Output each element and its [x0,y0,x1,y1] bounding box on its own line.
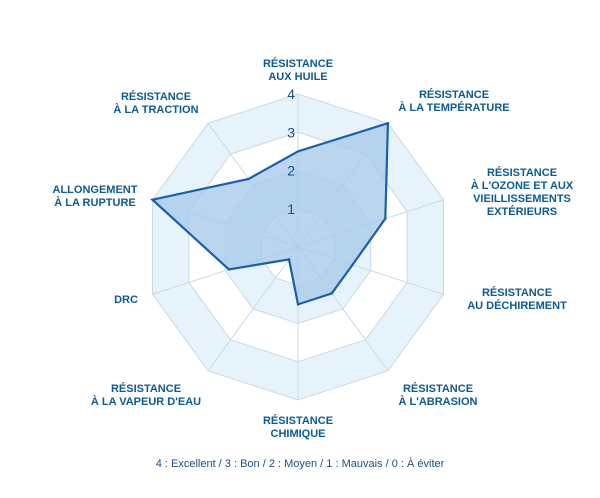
axis-label-line: AUX HUILE [268,71,327,83]
axis-label-line: VIEILLISSEMENTS [473,193,571,205]
axis-label-line: RÉSISTANCE [111,382,181,395]
data-point-9 [247,177,250,181]
axis-label-line: RÉSISTANCE [482,286,552,299]
data-point-3 [351,263,354,266]
scale-note: 4 : Excellent / 3 : Bon / 2 : Moyen / 1 … [155,458,445,470]
axis-label-0: RÉSISTANCE AUX HUILE [263,57,333,83]
tick-label-2: 2 [287,163,295,179]
axis-label-line: À L'OZONE ET AUX [471,179,574,192]
axis-label-line: À LA TRACTION [113,103,198,116]
data-point-5 [296,303,300,306]
axis-label-line: À LA TEMPÉRATURE [398,101,509,114]
data-point-6 [287,258,291,261]
axis-label-line: RÉSISTANCE [263,414,333,427]
axis-label-line: CHIMIQUE [271,428,326,440]
data-point-8 [151,198,154,201]
axis-label-line: RÉSISTANCE [263,57,333,70]
spoke-6 [207,246,299,372]
axis-label-line: EXTÉRIEURS [487,205,557,218]
axis-label-6: RÉSISTANCE À LA VAPEUR D'EAU [91,382,201,408]
data-point-1 [386,122,390,125]
axis-label-line: RÉSISTANCE [403,382,473,395]
axis-label-8: ALLONGEMENT À LA RUPTURE [53,184,138,209]
axis-label-7: DRC [114,294,138,306]
axis-label-5: RÉSISTANCE CHIMIQUE [263,414,333,440]
axis-label-line: ALLONGEMENT [53,184,138,196]
tick-label-1: 1 [287,201,295,217]
axis-label-1: RÉSISTANCE À LA TEMPÉRATURE [398,88,509,114]
axis-label-line: À L'ABRASION [398,395,477,408]
axis-label-3: RÉSISTANCE AU DÉCHIREMENT [467,286,567,312]
axis-label-line: À LA VAPEUR D'EAU [91,395,201,408]
axis-label-2: RÉSISTANCE À L'OZONE ET AUX VIEILLISSEMENT… [471,166,574,218]
axis-label-4: RÉSISTANCE À L'ABRASION [398,382,477,408]
data-point-4 [330,292,333,295]
axis-label-line: RÉSISTANCE [419,88,489,101]
data-point-7 [227,268,231,271]
axis-label-line: AU DÉCHIREMENT [467,299,567,312]
data-point-2 [384,217,387,220]
axis-label-9: RÉSISTANCE À LA TRACTION [113,90,198,116]
data-point-0 [296,150,300,153]
axis-label-line: DRC [114,294,138,306]
tick-label-3: 3 [287,124,295,140]
axis-label-line: RÉSISTANCE [121,90,191,103]
axis-label-line: RÉSISTANCE [487,166,557,179]
tick-label-4: 4 [287,86,295,102]
axis-label-line: À LA RUPTURE [54,196,135,209]
